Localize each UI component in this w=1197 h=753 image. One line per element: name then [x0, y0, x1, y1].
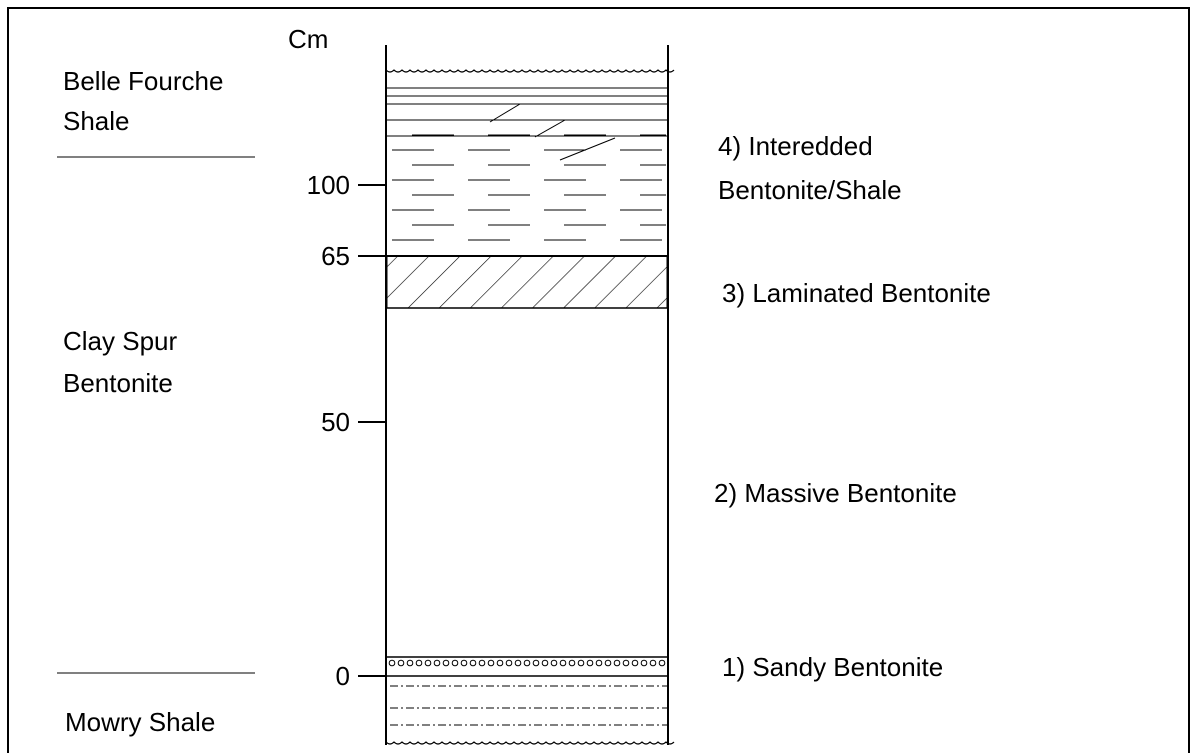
formation-name: Clay Spur — [63, 326, 177, 356]
layer-patterns — [385, 69, 675, 745]
frame — [7, 7, 1190, 753]
sand-grain — [442, 659, 450, 667]
sand-grain — [406, 659, 414, 667]
formation-name: Mowry Shale — [65, 707, 215, 737]
sand-grain — [415, 659, 423, 667]
sand-grain — [388, 659, 396, 667]
tick-label: 100 — [307, 170, 350, 200]
formation-name: Shale — [63, 106, 130, 136]
sand-grain — [595, 659, 603, 667]
sand-grain — [478, 659, 486, 667]
unit-label: 2) Massive Bentonite — [714, 478, 957, 508]
sand-grain — [613, 659, 621, 667]
sand-grain — [541, 659, 549, 667]
sand-grain — [451, 659, 459, 667]
sand-grain — [460, 659, 468, 667]
unit-label: 3) Laminated Bentonite — [722, 278, 991, 308]
wavy-boundary — [385, 741, 675, 745]
sand-grain — [532, 659, 540, 667]
sand-grain — [469, 659, 477, 667]
laminated-layer — [386, 255, 668, 309]
tick-label: 65 — [321, 241, 350, 271]
sand-grain — [649, 659, 657, 667]
wavy-boundary — [385, 69, 675, 73]
sand-grain — [433, 659, 441, 667]
scale-unit: Cm — [288, 24, 328, 54]
sand-grain — [496, 659, 504, 667]
sand-grain — [487, 659, 495, 667]
sand-grain — [586, 659, 594, 667]
sand-grain — [658, 659, 666, 667]
sand-grain — [505, 659, 513, 667]
tick-label: 50 — [321, 407, 350, 437]
tick-label: 0 — [336, 661, 350, 691]
sand-grain — [514, 659, 522, 667]
sand-grain — [577, 659, 585, 667]
formation-name: Bentonite — [63, 368, 173, 398]
interfinger — [489, 103, 616, 161]
unit-label: 4) Interedded — [718, 131, 873, 161]
sand-grain — [622, 659, 630, 667]
sand-grain — [559, 659, 567, 667]
sand-grain — [568, 659, 576, 667]
unit-label: 1) Sandy Bentonite — [722, 652, 943, 682]
sand-grain — [631, 659, 639, 667]
sand-grain — [523, 659, 531, 667]
sand-grain — [640, 659, 648, 667]
sand-grain — [424, 659, 432, 667]
unit-label: Bentonite/Shale — [718, 175, 902, 205]
sand-grain — [397, 659, 405, 667]
sand-grain — [604, 659, 612, 667]
formation-name: Belle Fourche — [63, 66, 223, 96]
sand-grain — [550, 659, 558, 667]
